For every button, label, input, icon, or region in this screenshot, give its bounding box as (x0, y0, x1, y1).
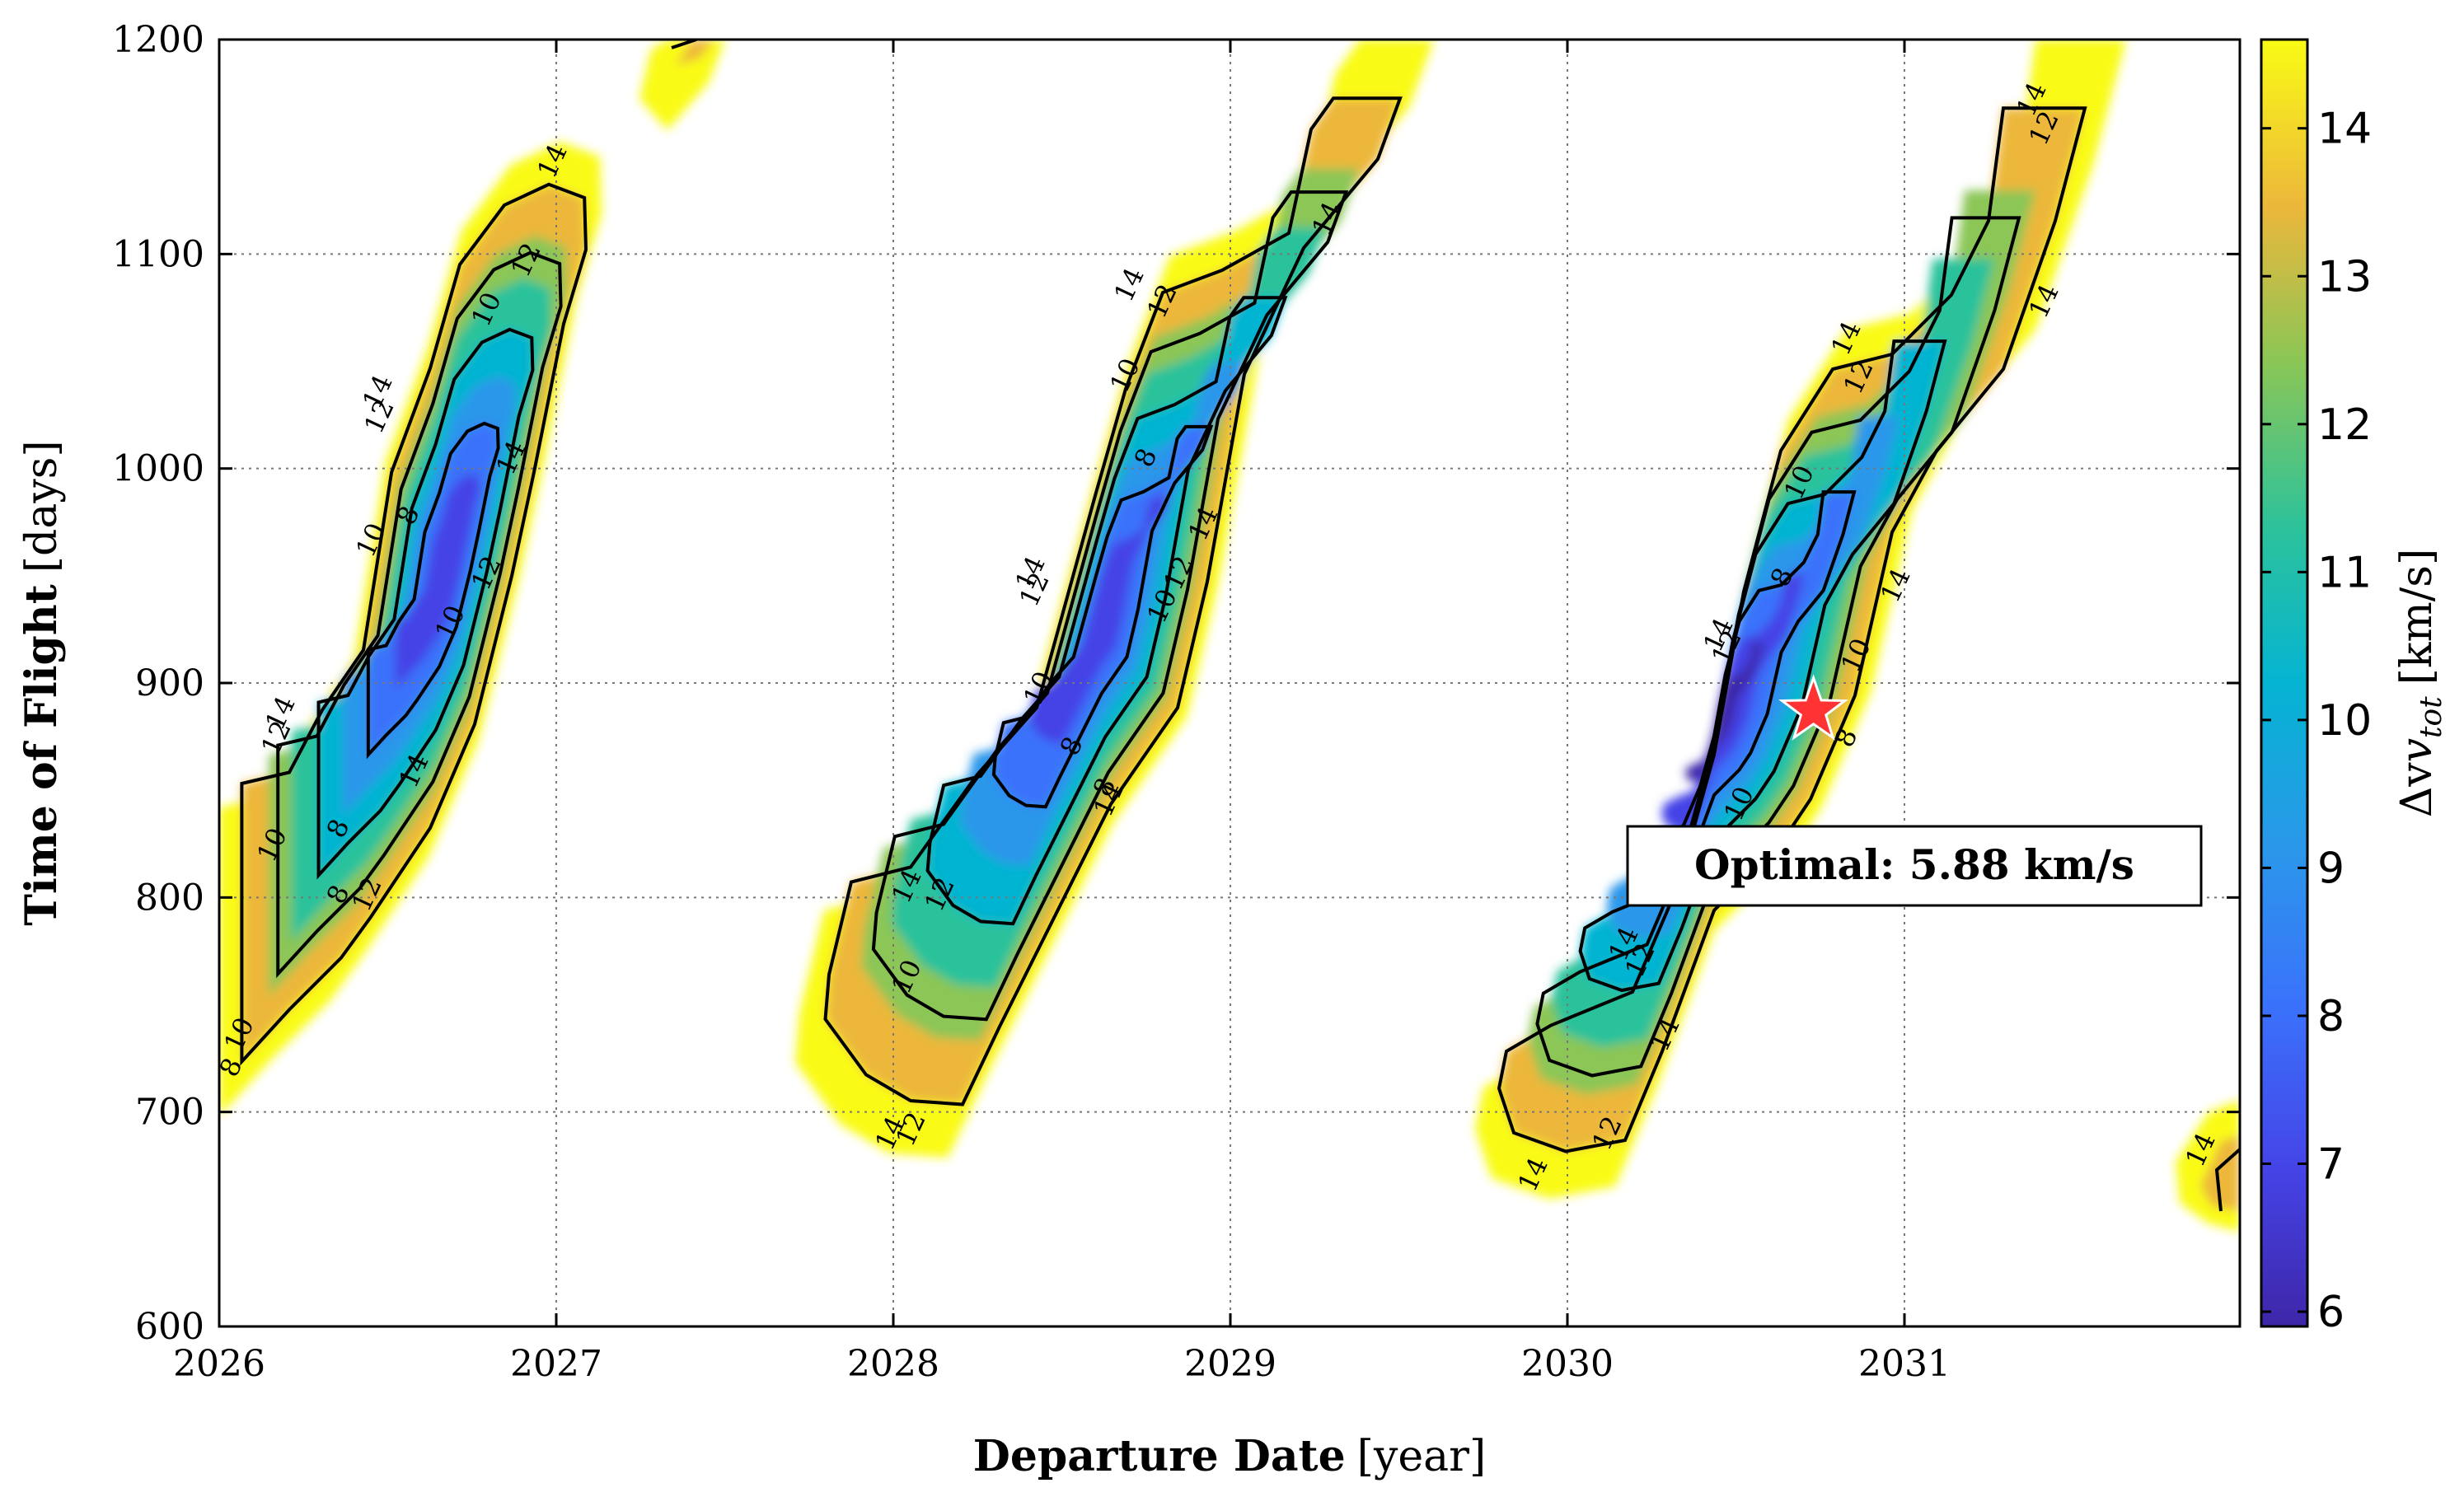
contour-line-14 (2214, 1148, 2240, 1212)
contour-band (639, 40, 725, 130)
x-tick-label: 2029 (1184, 1343, 1277, 1385)
colorbar-tick-label: 12 (2317, 400, 2372, 450)
y-tick-label: 1100 (112, 233, 204, 275)
x-tick-label: 2026 (173, 1343, 265, 1385)
y-tick-label: 700 (135, 1092, 204, 1134)
region-partial (639, 40, 2240, 1232)
contour-line-12 (276, 250, 563, 979)
contour-line-10 (316, 327, 535, 880)
y-tick-label: 1200 (112, 19, 204, 61)
colorbar-tick-label: 6 (2317, 1288, 2345, 1337)
contour-line-14 (240, 182, 588, 1066)
contour-band (1029, 497, 1171, 743)
x-axis-ticks: 2026 2027 2028 2029 2030 2031 (173, 40, 1951, 1385)
colorbar-tick-label: 14 (2317, 105, 2372, 154)
colorbar-tick-label: 9 (2317, 844, 2345, 893)
contour-line-8 (991, 424, 1214, 809)
colorbar-tick-label: 7 (2317, 1140, 2345, 1190)
colorbar-label: Δvvtot[km/s] (2392, 549, 2448, 818)
y-axis-ticks: 600 700 800 900 1000 1100 1200 (112, 19, 2240, 1348)
region-window-2028 (795, 40, 1434, 1158)
x-axis-label: Departure Date [year] (973, 1431, 1487, 1481)
contour-line-8 (366, 421, 500, 760)
contour-line-10 (925, 296, 1288, 926)
contour-band (2200, 1135, 2240, 1211)
optimum-annotation-text: Optimal: 5.88 km/s (1694, 840, 2134, 889)
y-axis-label: Time of Flight[days] (16, 440, 67, 925)
optimum-annotation: Optimal: 5.88 km/s (1626, 825, 2203, 907)
contour-band (676, 40, 714, 66)
colorbar-tick-label: 10 (2317, 696, 2372, 746)
y-tick-label: 900 (135, 662, 204, 704)
contour-band (395, 475, 480, 690)
x-tick-label: 2027 (510, 1343, 602, 1385)
y-tick-label: 1000 (112, 448, 204, 490)
y-tick-label: 600 (135, 1306, 204, 1348)
colorbar-tick-label: 11 (2317, 548, 2372, 597)
contour-line-12 (871, 190, 1349, 1022)
y-tick-label: 800 (135, 877, 204, 919)
x-tick-label: 2031 (1858, 1343, 1951, 1385)
x-tick-label: 2030 (1521, 1343, 1614, 1385)
x-tick-label: 2028 (847, 1343, 939, 1385)
colorbar-tick-label: 13 (2317, 252, 2372, 302)
colorbar-ticks: 6 7 8 9 10 11 12 13 14 (2261, 105, 2372, 1337)
colorbar-gradient (2261, 40, 2307, 1326)
contour-lines (240, 40, 2240, 1212)
contour-line-14 (671, 40, 697, 49)
contour-band (1685, 643, 1764, 782)
optimum-star-marker (1778, 674, 1848, 741)
colorbar-tick-label: 8 (2317, 992, 2345, 1041)
colorbar: 6 7 8 9 10 11 12 13 14 Δvvtot[km/s] (2260, 38, 2448, 1337)
contour-line-14 (823, 96, 1403, 1106)
